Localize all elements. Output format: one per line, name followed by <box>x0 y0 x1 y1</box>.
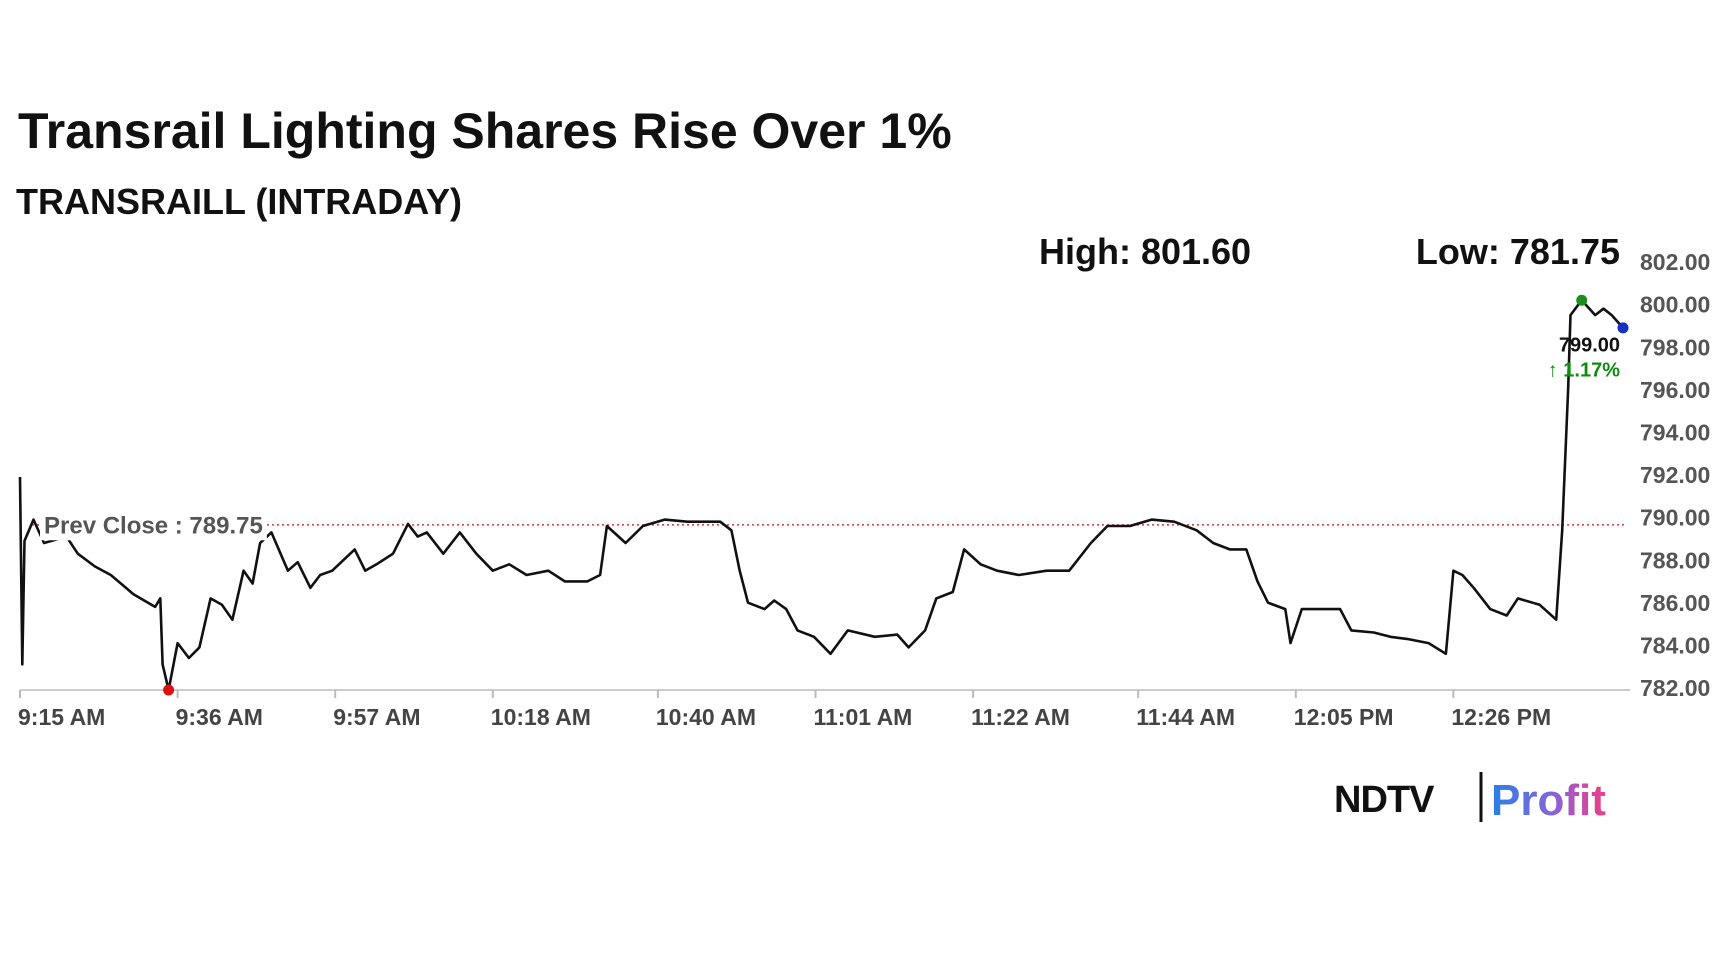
high-label: High: 801.60 <box>1039 231 1251 272</box>
chart-title: Transrail Lighting Shares Rise Over 1% <box>18 103 952 159</box>
y-tick-label: 792.00 <box>1640 462 1710 488</box>
y-tick-label: 784.00 <box>1640 632 1710 658</box>
x-tick-label: 11:44 AM <box>1136 704 1235 730</box>
logo-product: Profit <box>1491 776 1606 825</box>
y-tick-label: 800.00 <box>1640 292 1710 318</box>
low-label: Low: 781.75 <box>1416 231 1620 272</box>
y-tick-label: 790.00 <box>1640 505 1710 531</box>
x-tick-label: 10:18 AM <box>491 704 591 730</box>
x-tick-label: 12:05 PM <box>1294 704 1394 730</box>
logo-brand: NDTV <box>1334 779 1435 821</box>
prev-close-label-bg <box>40 511 267 541</box>
change-label: ↑ 1.17% <box>1548 359 1620 381</box>
high-dot <box>1576 294 1588 306</box>
x-tick-label: 9:36 AM <box>176 704 263 730</box>
last-dot <box>1617 322 1629 334</box>
price-line <box>18 298 1624 692</box>
x-tick-label: 11:22 AM <box>971 704 1070 730</box>
x-tick-label: 9:57 AM <box>333 704 420 730</box>
last-price-label: 799.00 <box>1559 334 1620 356</box>
y-tick-label: 782.00 <box>1640 675 1710 701</box>
y-tick-label: 802.00 <box>1640 249 1710 275</box>
x-tick-label: 9:15 AM <box>18 704 105 730</box>
x-tick-label: 10:40 AM <box>656 704 756 730</box>
low-dot <box>163 684 175 696</box>
x-tick-label: 11:01 AM <box>813 704 912 730</box>
y-tick-label: 798.00 <box>1640 334 1710 360</box>
y-tick-label: 796.00 <box>1640 377 1710 403</box>
logo: NDTV Profit <box>1334 772 1606 825</box>
x-tick-label: 12:26 PM <box>1451 704 1551 730</box>
y-tick-label: 794.00 <box>1640 419 1710 445</box>
prev-close-label: Prev Close : 789.75 <box>44 512 263 539</box>
y-tick-label: 786.00 <box>1640 590 1710 616</box>
chart-subtitle: TRANSRAILL (INTRADAY) <box>16 181 462 222</box>
y-tick-label: 788.00 <box>1640 547 1710 573</box>
